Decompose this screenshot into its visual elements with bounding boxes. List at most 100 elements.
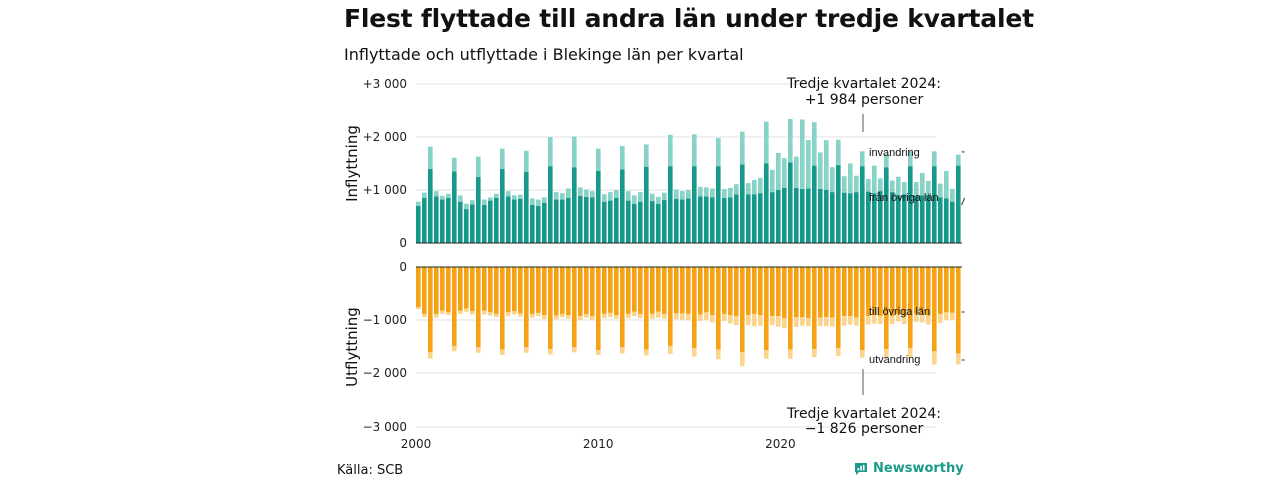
bar-fran-ovriga-lan [806, 188, 811, 243]
bar-till-ovriga-lan [518, 267, 523, 314]
annotation-line-2: −1 826 personer [805, 421, 924, 437]
bar-till-ovriga-lan [680, 267, 685, 314]
bar-till-ovriga-lan [650, 267, 655, 314]
bar-utvandring [566, 315, 571, 319]
bar-utvandring [812, 349, 817, 358]
bar-invandring [740, 131, 745, 165]
bar-fran-ovriga-lan [944, 198, 949, 243]
bar-utvandring [554, 315, 559, 320]
bar-fran-ovriga-lan [872, 193, 877, 243]
series-label-fran-ovriga-lan: från övriga län [869, 192, 939, 204]
bar-till-ovriga-lan [950, 267, 955, 313]
bar-fran-ovriga-lan [716, 166, 721, 243]
bar-invandring [818, 152, 823, 189]
bar-invandring [608, 192, 613, 201]
bar-utvandring [476, 347, 481, 353]
bar-fran-ovriga-lan [698, 196, 703, 243]
bar-fran-ovriga-lan [776, 190, 781, 243]
bar-utvandring [878, 316, 883, 325]
bar-utvandring [752, 313, 757, 327]
bar-fran-ovriga-lan [506, 196, 511, 243]
bar-till-ovriga-lan [524, 267, 529, 347]
bar-utvandring [902, 316, 907, 325]
bar-utvandring [926, 315, 931, 325]
bar-fran-ovriga-lan [608, 200, 613, 243]
bar-till-ovriga-lan [434, 267, 439, 314]
bar-invandring [872, 165, 877, 194]
brand-logo[interactable]: Newsworthy [854, 461, 964, 476]
bar-till-ovriga-lan [554, 267, 559, 316]
bar-till-ovriga-lan [590, 267, 595, 317]
bar-fran-ovriga-lan [590, 197, 595, 243]
bar-invandring [428, 146, 433, 169]
bar-fran-ovriga-lan [926, 195, 931, 243]
bar-fran-ovriga-lan [530, 204, 535, 243]
bar-invandring [800, 119, 805, 189]
bar-till-ovriga-lan [944, 267, 949, 313]
bar-fran-ovriga-lan [674, 199, 679, 243]
bar-till-ovriga-lan [530, 267, 535, 314]
bar-invandring [542, 197, 547, 203]
bar-till-ovriga-lan [464, 267, 469, 309]
bar-invandring [854, 175, 859, 193]
bar-till-ovriga-lan [686, 267, 691, 314]
bar-utvandring [518, 313, 523, 317]
bar-fran-ovriga-lan [830, 192, 835, 243]
bar-till-ovriga-lan [596, 267, 601, 351]
bar-invandring [452, 157, 457, 172]
bar-till-ovriga-lan [446, 267, 451, 313]
bar-till-ovriga-lan [878, 267, 883, 317]
bar-invandring [788, 118, 793, 163]
bar-invandring [890, 180, 895, 193]
bar-till-ovriga-lan [890, 267, 895, 317]
y-tick-label: +3 000 [363, 77, 407, 91]
bar-fran-ovriga-lan [464, 209, 469, 243]
bar-utvandring [536, 312, 541, 317]
bar-till-ovriga-lan [812, 267, 817, 350]
bar-utvandring [908, 348, 913, 358]
bar-utvandring [512, 311, 517, 315]
bar-fran-ovriga-lan [908, 166, 913, 243]
bar-invandring [752, 179, 757, 195]
bar-fran-ovriga-lan [572, 167, 577, 243]
bar-invandring [836, 139, 841, 166]
bar-till-ovriga-lan [776, 267, 781, 317]
bar-fran-ovriga-lan [764, 163, 769, 243]
bar-invandring [938, 183, 943, 198]
bar-fran-ovriga-lan [566, 197, 571, 243]
brand-name: Newsworthy [873, 461, 964, 476]
bar-utvandring [596, 350, 601, 355]
bar-till-ovriga-lan [848, 267, 853, 317]
bar-fran-ovriga-lan [560, 199, 565, 243]
bar-invandring [956, 154, 961, 166]
bar-till-ovriga-lan [728, 267, 733, 315]
bar-till-ovriga-lan [914, 267, 919, 314]
bar-till-ovriga-lan [938, 267, 943, 314]
bar-utvandring [722, 313, 727, 321]
bar-invandring [650, 193, 655, 202]
bar-till-ovriga-lan [872, 267, 877, 315]
chart-subtitle: Inflyttade och utflyttade i Blekinge län… [344, 45, 744, 64]
bar-till-ovriga-lan [782, 267, 787, 319]
bar-fran-ovriga-lan [824, 190, 829, 243]
bar-invandring [842, 176, 847, 193]
bar-invandring [734, 184, 739, 195]
bar-till-ovriga-lan [884, 267, 889, 350]
bar-fran-ovriga-lan [584, 196, 589, 243]
chart-title: Flest flyttade till andra län under tred… [344, 4, 1034, 33]
bar-till-ovriga-lan [614, 267, 619, 315]
bar-utvandring [626, 313, 631, 319]
bar-fran-ovriga-lan [710, 197, 715, 243]
bar-invandring [638, 192, 643, 202]
bar-fran-ovriga-lan [734, 194, 739, 243]
series-label-invandring: invandring [869, 147, 920, 159]
bar-fran-ovriga-lan [692, 166, 697, 243]
bar-utvandring [632, 311, 637, 317]
bar-fran-ovriga-lan [536, 205, 541, 243]
bar-utvandring [506, 312, 511, 317]
bar-utvandring [620, 347, 625, 354]
bar-till-ovriga-lan [800, 267, 805, 318]
bar-invandring [782, 158, 787, 188]
bar-invandring [626, 191, 631, 201]
bar-utvandring [860, 350, 865, 358]
